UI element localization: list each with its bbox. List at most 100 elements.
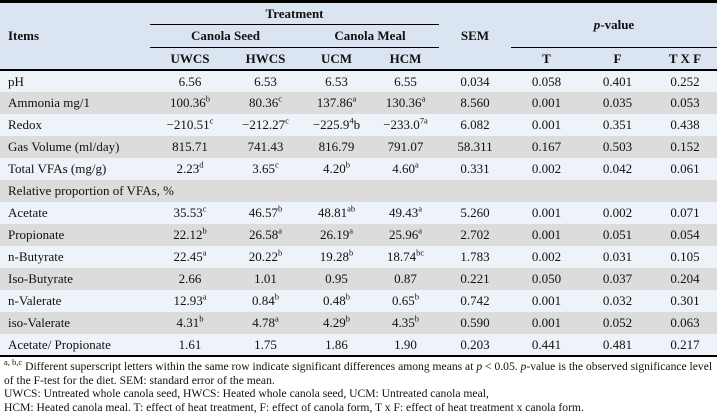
table-row: Iso-Butyrate 2.66 1.01 0.95 0.87 0.221 0.050 0.… bbox=[0, 268, 717, 290]
row-label: pH bbox=[8, 73, 24, 89]
data-cell: 0.050 bbox=[531, 271, 562, 286]
data-cell: 0.742 bbox=[460, 293, 490, 308]
data-cell: 5.260 bbox=[460, 205, 490, 220]
header-canola-seed: Canola Seed bbox=[150, 24, 301, 48]
data-cell: 20.22b bbox=[248, 247, 283, 264]
data-cell: 1.61 bbox=[150, 334, 230, 357]
header-sem: SEM bbox=[439, 1, 511, 71]
data-cell: 0.002 bbox=[602, 205, 633, 220]
data-cell: 1.86 bbox=[301, 334, 372, 357]
data-cell: 0.252 bbox=[670, 73, 700, 89]
data-cell: 8.560 bbox=[460, 95, 490, 110]
data-cell: 12.93a bbox=[173, 291, 207, 308]
section-row: Relative proportion of VFAs, % bbox=[0, 180, 717, 202]
data-cell: 25.96a bbox=[388, 225, 423, 242]
table-row: Gas Volume (ml/day) 815.71 741.43 816.79 791… bbox=[0, 136, 717, 158]
data-cell: 130.36a bbox=[385, 93, 426, 110]
data-cell: 0.438 bbox=[670, 117, 700, 132]
row-label: Acetate/ Propionate bbox=[0, 334, 150, 357]
data-cell: 1.75 bbox=[230, 334, 301, 357]
row-label: n-Valerate bbox=[8, 293, 62, 308]
data-cell: 58.311 bbox=[457, 139, 493, 154]
data-cell: −225.94b bbox=[312, 115, 361, 132]
data-cell: −233.07a bbox=[383, 115, 428, 132]
data-cell: 0.351 bbox=[602, 117, 633, 132]
data-cell: 0.035 bbox=[602, 95, 633, 110]
section-label: Relative proportion of VFAs, % bbox=[8, 183, 174, 198]
data-cell: 4.31b bbox=[176, 313, 204, 330]
data-cell: 0.48b bbox=[323, 291, 350, 308]
data-cell: 0.204 bbox=[670, 271, 700, 286]
data-cell: 0.054 bbox=[670, 227, 700, 242]
data-cell: 19.28b bbox=[319, 247, 354, 264]
data-cell: 0.95 bbox=[325, 271, 348, 286]
data-cell: −212.27c bbox=[242, 115, 289, 132]
data-cell: 3.65c bbox=[252, 159, 279, 176]
data-cell: 35.53c bbox=[173, 203, 207, 220]
data-cell: 6.55 bbox=[394, 73, 417, 89]
data-cell: 22.12b bbox=[173, 225, 207, 242]
data-cell: 0.401 bbox=[602, 73, 633, 89]
footnote-abbreviations-1: UWCS: Untreated whole canola seed, HWCS:… bbox=[4, 387, 489, 401]
data-cell: 0.001 bbox=[531, 205, 562, 220]
header-col-f: F bbox=[582, 47, 653, 71]
table-row: pH 6.56 6.53 6.53 6.55 0.034 0.058 0.401 0.252 bbox=[0, 70, 717, 92]
data-cell: 46.57b bbox=[248, 203, 283, 220]
data-cell: 1.90 bbox=[372, 334, 439, 357]
data-cell: 6.53 bbox=[325, 73, 348, 89]
data-cell: 6.53 bbox=[254, 73, 277, 89]
data-cell: 18.74bc bbox=[386, 247, 425, 264]
data-cell: 0.001 bbox=[531, 117, 562, 132]
data-cell: 741.43 bbox=[247, 139, 284, 154]
data-cell: 0.301 bbox=[670, 293, 700, 308]
data-cell: 0.032 bbox=[602, 293, 633, 308]
data-cell: 0.052 bbox=[602, 315, 633, 330]
data-cell: 0.203 bbox=[439, 334, 511, 357]
row-label: Redox bbox=[8, 117, 42, 132]
footnote-significance: a, b,c Different superscript letters wit… bbox=[4, 357, 713, 387]
data-cell: −210.51c bbox=[166, 115, 214, 132]
data-cell: 0.034 bbox=[460, 73, 490, 89]
table-row: n-Butyrate 22.45a 20.22b 19.28b 18.74bc 1.783… bbox=[0, 246, 717, 268]
row-label: Gas Volume (ml/day) bbox=[8, 139, 120, 154]
data-cell: 815.71 bbox=[172, 139, 208, 154]
row-label: Iso-Butyrate bbox=[8, 271, 73, 286]
table-row: Acetate/ Propionate 1.61 1.75 1.86 1.90 0.203… bbox=[0, 334, 717, 357]
header-col-hcm: HCM bbox=[372, 47, 439, 71]
data-cell: 0.65b bbox=[392, 291, 419, 308]
data-cell: 0.001 bbox=[531, 315, 562, 330]
data-cell: 2.23d bbox=[176, 159, 204, 176]
table-row: iso-Valerate 4.31b 4.78a 4.29b 4.35b 0.590 0.0… bbox=[0, 312, 717, 334]
data-cell: 0.105 bbox=[670, 249, 700, 264]
data-cell: 0.053 bbox=[670, 95, 700, 110]
header-col-uwcs: UWCS bbox=[150, 47, 230, 71]
data-cell: 0.058 bbox=[531, 73, 562, 89]
data-cell: 0.221 bbox=[460, 271, 490, 286]
data-cell: 49.43a bbox=[388, 203, 423, 220]
data-cell: 4.20b bbox=[323, 159, 350, 176]
data-cell: 0.042 bbox=[602, 161, 633, 176]
data-cell: 0.331 bbox=[460, 161, 490, 176]
header-col-t: T bbox=[511, 47, 582, 71]
data-cell: 0.071 bbox=[670, 205, 700, 220]
data-cell: 0.590 bbox=[460, 315, 490, 330]
data-cell: 4.78a bbox=[252, 313, 279, 330]
data-cell: 48.81ab bbox=[317, 203, 356, 220]
data-cell: 0.001 bbox=[531, 227, 562, 242]
header-items: Items bbox=[0, 1, 150, 71]
data-cell: 0.037 bbox=[602, 271, 633, 286]
table-row: Acetate 35.53c 46.57b 48.81ab 49.43a 5.260 0.0… bbox=[0, 202, 717, 224]
data-cell: 0.503 bbox=[602, 139, 633, 154]
data-cell: 0.061 bbox=[670, 161, 700, 176]
data-cell: 0.001 bbox=[531, 293, 562, 308]
row-label: Ammonia mg/1 bbox=[8, 95, 90, 110]
data-cell: 0.001 bbox=[531, 95, 562, 110]
data-cell: 0.87 bbox=[394, 271, 417, 286]
header-p-value: p-value bbox=[511, 1, 717, 48]
data-cell: 791.07 bbox=[387, 139, 424, 154]
data-cell: 0.002 bbox=[531, 249, 562, 264]
row-label: Acetate bbox=[8, 205, 48, 220]
header-col-txf: T X F bbox=[653, 47, 717, 71]
table-row: Ammonia mg/1 100.36b 80.36c 137.86a 130.36a 8… bbox=[0, 92, 717, 114]
data-cell: 0.031 bbox=[602, 249, 633, 264]
